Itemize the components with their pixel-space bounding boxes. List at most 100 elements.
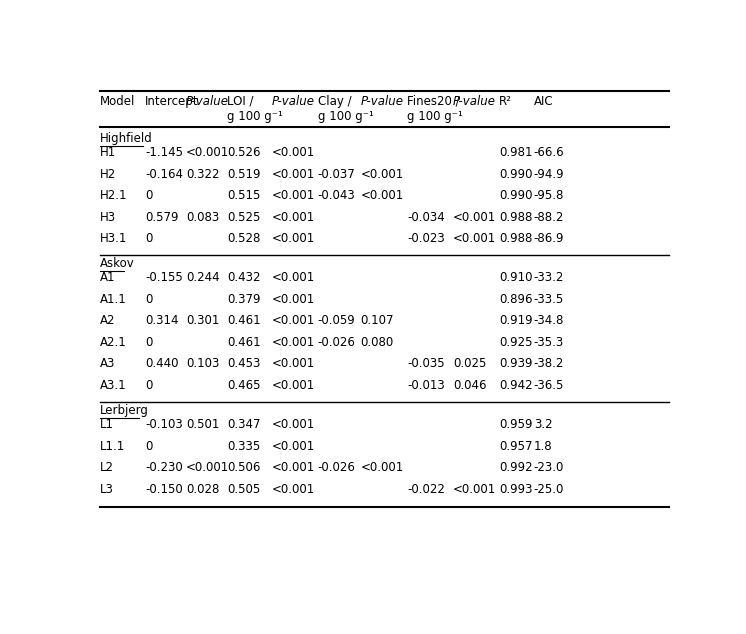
Text: H3: H3	[100, 210, 116, 224]
Text: A1: A1	[100, 271, 116, 285]
Text: 0.461: 0.461	[228, 314, 261, 327]
Text: Model: Model	[100, 94, 136, 108]
Text: Lerbjerg: Lerbjerg	[100, 404, 149, 417]
Text: -0.037: -0.037	[318, 167, 355, 181]
Text: 0.993: 0.993	[499, 482, 533, 496]
Text: Askov: Askov	[100, 257, 135, 271]
Text: <0.001: <0.001	[186, 461, 229, 474]
Text: P-value: P-value	[453, 94, 496, 108]
Text: 0.988: 0.988	[499, 232, 533, 245]
Text: <0.001: <0.001	[360, 189, 404, 202]
Text: 0.957: 0.957	[499, 439, 533, 453]
Text: <0.001: <0.001	[272, 336, 315, 349]
Text: 0.046: 0.046	[453, 379, 486, 392]
Text: 0.347: 0.347	[228, 418, 261, 431]
Text: Fines20 /
g 100 g⁻¹: Fines20 / g 100 g⁻¹	[407, 94, 463, 122]
Text: 0.896: 0.896	[499, 293, 533, 306]
Text: A3.1: A3.1	[100, 379, 127, 392]
Text: <0.001: <0.001	[272, 379, 315, 392]
Text: H2: H2	[100, 167, 116, 181]
Text: <0.001: <0.001	[360, 461, 404, 474]
Text: <0.001: <0.001	[453, 210, 496, 224]
Text: -0.164: -0.164	[145, 167, 184, 181]
Text: 0.453: 0.453	[228, 358, 261, 370]
Text: L1.1: L1.1	[100, 439, 125, 453]
Text: <0.001: <0.001	[272, 167, 315, 181]
Text: 0: 0	[145, 189, 153, 202]
Text: <0.001: <0.001	[272, 314, 315, 327]
Text: 0.519: 0.519	[228, 167, 261, 181]
Text: Clay /
g 100 g⁻¹: Clay / g 100 g⁻¹	[318, 94, 374, 122]
Text: 0.107: 0.107	[360, 314, 394, 327]
Text: Highfield: Highfield	[100, 133, 153, 145]
Text: 0.432: 0.432	[228, 271, 261, 285]
Text: 0: 0	[145, 336, 153, 349]
Text: <0.001: <0.001	[453, 232, 496, 245]
Text: -33.5: -33.5	[534, 293, 564, 306]
Text: 0.080: 0.080	[360, 336, 394, 349]
Text: 0: 0	[145, 293, 153, 306]
Text: L1: L1	[100, 418, 114, 431]
Text: -34.8: -34.8	[534, 314, 564, 327]
Text: -0.059: -0.059	[318, 314, 355, 327]
Text: -0.103: -0.103	[145, 418, 183, 431]
Text: -88.2: -88.2	[534, 210, 564, 224]
Text: 0.919: 0.919	[499, 314, 533, 327]
Text: 1.8: 1.8	[534, 439, 553, 453]
Text: <0.001: <0.001	[272, 439, 315, 453]
Text: 0.501: 0.501	[186, 418, 219, 431]
Text: -0.034: -0.034	[407, 210, 445, 224]
Text: A3: A3	[100, 358, 116, 370]
Text: -0.023: -0.023	[407, 232, 445, 245]
Text: A1.1: A1.1	[100, 293, 127, 306]
Text: 0.465: 0.465	[228, 379, 261, 392]
Text: <0.001: <0.001	[272, 482, 315, 496]
Text: 0.942: 0.942	[499, 379, 533, 392]
Text: 0.379: 0.379	[228, 293, 261, 306]
Text: <0.001: <0.001	[272, 210, 315, 224]
Text: 0: 0	[145, 379, 153, 392]
Text: Intercept: Intercept	[145, 94, 198, 108]
Text: P-value: P-value	[186, 94, 229, 108]
Text: 0.322: 0.322	[186, 167, 219, 181]
Text: -38.2: -38.2	[534, 358, 564, 370]
Text: -36.5: -36.5	[534, 379, 564, 392]
Text: 0.301: 0.301	[186, 314, 219, 327]
Text: 0.440: 0.440	[145, 358, 179, 370]
Text: <0.001: <0.001	[272, 189, 315, 202]
Text: <0.001: <0.001	[272, 232, 315, 245]
Text: 0: 0	[145, 232, 153, 245]
Text: -0.035: -0.035	[407, 358, 445, 370]
Text: <0.001: <0.001	[360, 167, 404, 181]
Text: A2: A2	[100, 314, 116, 327]
Text: -0.022: -0.022	[407, 482, 445, 496]
Text: 0.939: 0.939	[499, 358, 533, 370]
Text: 0.461: 0.461	[228, 336, 261, 349]
Text: -0.013: -0.013	[407, 379, 445, 392]
Text: LOI /
g 100 g⁻¹: LOI / g 100 g⁻¹	[228, 94, 283, 122]
Text: 0.335: 0.335	[228, 439, 260, 453]
Text: 0.990: 0.990	[499, 189, 533, 202]
Text: 0: 0	[145, 439, 153, 453]
Text: 0.988: 0.988	[499, 210, 533, 224]
Text: <0.001: <0.001	[272, 146, 315, 159]
Text: <0.001: <0.001	[272, 271, 315, 285]
Text: 0.990: 0.990	[499, 167, 533, 181]
Text: -0.026: -0.026	[318, 461, 355, 474]
Text: 0.579: 0.579	[145, 210, 179, 224]
Text: 0.025: 0.025	[453, 358, 486, 370]
Text: -1.145: -1.145	[145, 146, 184, 159]
Text: H3.1: H3.1	[100, 232, 128, 245]
Text: 0.314: 0.314	[145, 314, 179, 327]
Text: 0.925: 0.925	[499, 336, 533, 349]
Text: -0.150: -0.150	[145, 482, 183, 496]
Text: A2.1: A2.1	[100, 336, 127, 349]
Text: -0.026: -0.026	[318, 336, 355, 349]
Text: 0.910: 0.910	[499, 271, 533, 285]
Text: -66.6: -66.6	[534, 146, 565, 159]
Text: 0.528: 0.528	[228, 232, 261, 245]
Text: <0.001: <0.001	[272, 358, 315, 370]
Text: <0.001: <0.001	[272, 293, 315, 306]
Text: -0.043: -0.043	[318, 189, 355, 202]
Text: 0.981: 0.981	[499, 146, 533, 159]
